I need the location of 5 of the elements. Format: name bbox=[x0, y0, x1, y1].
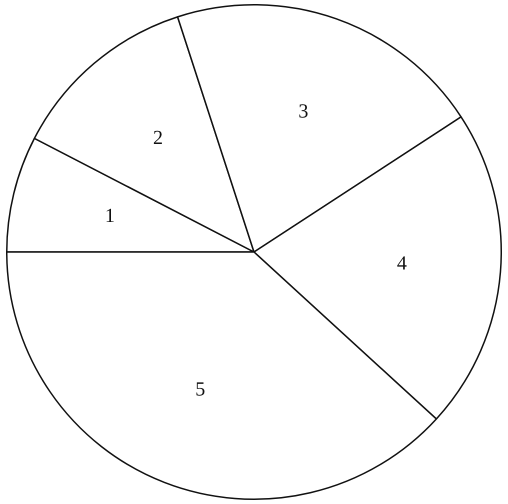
slice-label: 3 bbox=[298, 100, 308, 122]
slice-label: 5 bbox=[195, 378, 206, 401]
slice-label: 4 bbox=[396, 252, 407, 274]
slice-label: 2 bbox=[153, 127, 164, 150]
slice-label: 1 bbox=[104, 205, 115, 228]
